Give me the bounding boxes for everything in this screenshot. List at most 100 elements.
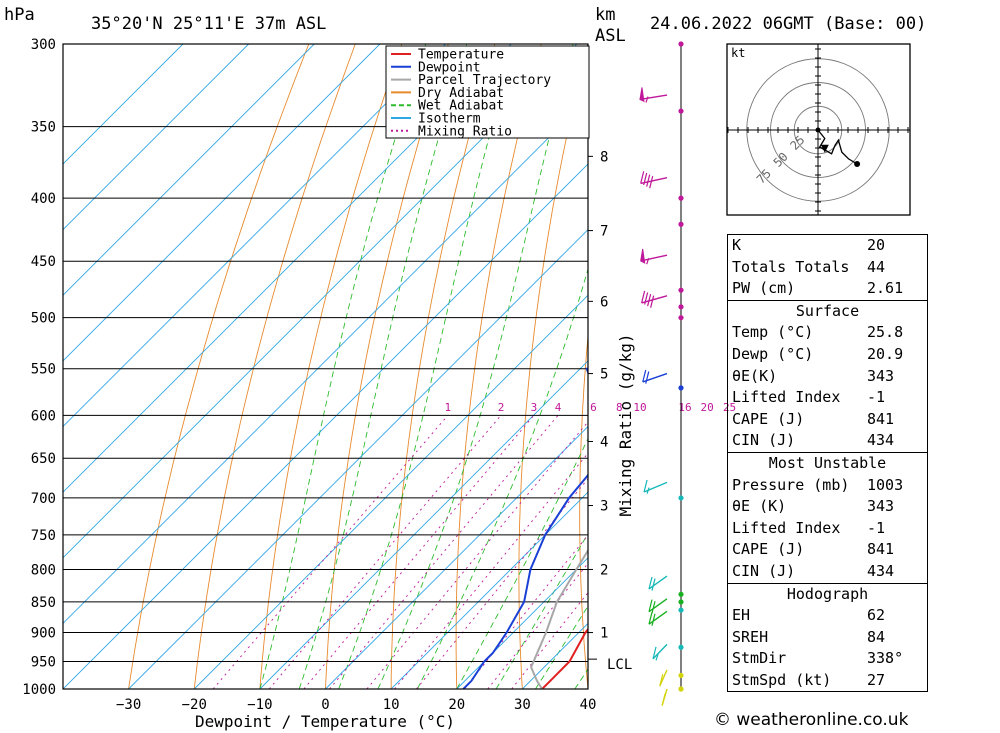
stat-row: Temp (°C) 25.8 [728, 322, 927, 344]
wind-level-dot [678, 221, 684, 227]
wind-level-dot [678, 591, 684, 597]
stats-surface-section: Surface Temp (°C) 25.8 Dewp (°C) 20.9 θE(K) 34… [728, 299, 927, 452]
wind-barb-feather [643, 479, 648, 493]
legend-item-label: Temperature [418, 48, 504, 63]
isotherm-line [63, 44, 315, 296]
temperature-ticks: −30 −20 −10 0 10 20 30 40 [116, 697, 596, 713]
pressure-tick-label: 800 [31, 562, 56, 578]
isotherm-line [63, 97, 588, 625]
stat-row: StmDir 338° [728, 648, 927, 670]
height-tick-label: 6 [600, 294, 608, 310]
stat-value: 2.61 [867, 279, 904, 298]
wind-level-dot [678, 607, 684, 613]
mixing-ratio-tick-label: 1 [445, 401, 452, 414]
stat-row: CIN (J) 434 [728, 561, 927, 583]
wind-barb-half-feather [645, 96, 649, 103]
wind-barb-feather [651, 601, 656, 614]
legend-item-label: Mixing Ratio [418, 124, 512, 139]
mixing-ratio-tick-label: 20 [700, 401, 713, 414]
stat-value: 841 [867, 409, 895, 428]
legend-item-label: Dewpoint [418, 60, 481, 75]
stat-value: 20.9 [867, 344, 904, 363]
temperature-tick-label: 20 [448, 697, 465, 713]
temperature-tick-label: 40 [580, 697, 597, 713]
wind-barb-staff [640, 254, 668, 262]
isotherm-line [63, 44, 578, 559]
stat-row: Lifted Index -1 [728, 518, 927, 540]
stat-row: StmSpd (kt) 27 [728, 670, 927, 692]
temperature-tick-label: −20 [182, 697, 207, 713]
wind-barb-staff [648, 610, 668, 625]
legend-box [385, 45, 590, 139]
isotherm-line [390, 491, 588, 689]
pressure-tick-label: 600 [31, 408, 56, 424]
wind-level-dot [678, 599, 684, 605]
stat-row: CAPE (J) 841 [728, 409, 927, 431]
wind-barb-feather [651, 613, 656, 626]
lcl-label: LCL [607, 657, 632, 673]
wind-barb-feather [647, 293, 652, 307]
wind-barb-feather [645, 371, 650, 384]
pressure-ticks: 1000 950 900 850 800 750 700 650 600 550 500 450 400… [22, 37, 56, 698]
wet-adiabat-line [298, 44, 468, 689]
stat-value: 25.8 [867, 323, 904, 342]
legend-item-label: Isotherm [418, 112, 481, 127]
stat-row: θE (K) 343 [728, 496, 927, 518]
mixing-ratio-line [329, 415, 559, 689]
wet-adiabat-line [377, 44, 574, 689]
stat-row: Pressure (mb) 1003 [728, 475, 927, 497]
stat-value: 84 [867, 627, 886, 646]
stat-label: Lifted Index [732, 518, 841, 537]
wind-barb-staff [640, 176, 668, 185]
stat-value: 27 [867, 670, 886, 689]
mixing-ratio-tick-label: 16 [678, 401, 691, 414]
stat-row: Dewp (°C) 20.9 [728, 344, 927, 366]
temperature-tick-label: 30 [514, 697, 531, 713]
mixing-ratio-tick-label: 4 [555, 401, 562, 414]
pressure-tick-label: 1000 [22, 682, 56, 698]
isotherm-line [63, 44, 249, 231]
mixing-ratio-tick-label: 25 [723, 401, 736, 414]
wind-level-dot [678, 495, 684, 501]
isotherm-line [128, 228, 588, 689]
height-tick-label: 4 [600, 434, 608, 450]
stat-value: 44 [867, 257, 886, 276]
stat-value: 338° [867, 649, 904, 668]
pressure-tick-label: 950 [31, 655, 56, 671]
mixing-ratio-line [303, 415, 535, 689]
stat-label: StmDir [732, 649, 787, 668]
pressure-tick-label: 500 [31, 311, 56, 327]
height-tick-label: 2 [600, 562, 608, 578]
dewpoint-line [462, 367, 588, 689]
stat-row: CIN (J) 434 [728, 430, 927, 452]
stat-value: -1 [867, 388, 886, 407]
height-tick-label: 8 [600, 149, 608, 165]
height-tick-label: 1 [600, 626, 608, 642]
stat-label: Totals Totals [732, 257, 850, 276]
stat-value: 343 [867, 366, 895, 385]
mixing-ratio-line [268, 415, 502, 689]
isotherm-line [63, 44, 446, 428]
stat-row: Lifted Index -1 [728, 387, 927, 409]
wind-level-dot [678, 385, 684, 391]
wind-level-dot [678, 686, 684, 692]
mixing-ratio-tick-label: 10 [633, 401, 646, 414]
stat-label: Dewp (°C) [732, 344, 814, 363]
isotherm-line [63, 44, 381, 362]
height-tick-label: 5 [600, 367, 608, 383]
wind-level-dot [678, 287, 684, 293]
pressure-tick-label: 350 [31, 120, 56, 136]
wind-barb-feather [650, 295, 655, 308]
stat-label: K [732, 236, 742, 254]
pressure-tick-label: 650 [31, 451, 56, 467]
wind-barb-feather [644, 292, 649, 305]
temperature-tick-label: 0 [321, 697, 329, 713]
temperature-line [541, 627, 588, 689]
wind-barb-feather [642, 369, 647, 383]
stat-label: CAPE (J) [732, 409, 805, 428]
wind-barb-feather [648, 576, 653, 590]
plot-frame-rect [62, 43, 589, 690]
stat-label: CAPE (J) [732, 540, 805, 559]
